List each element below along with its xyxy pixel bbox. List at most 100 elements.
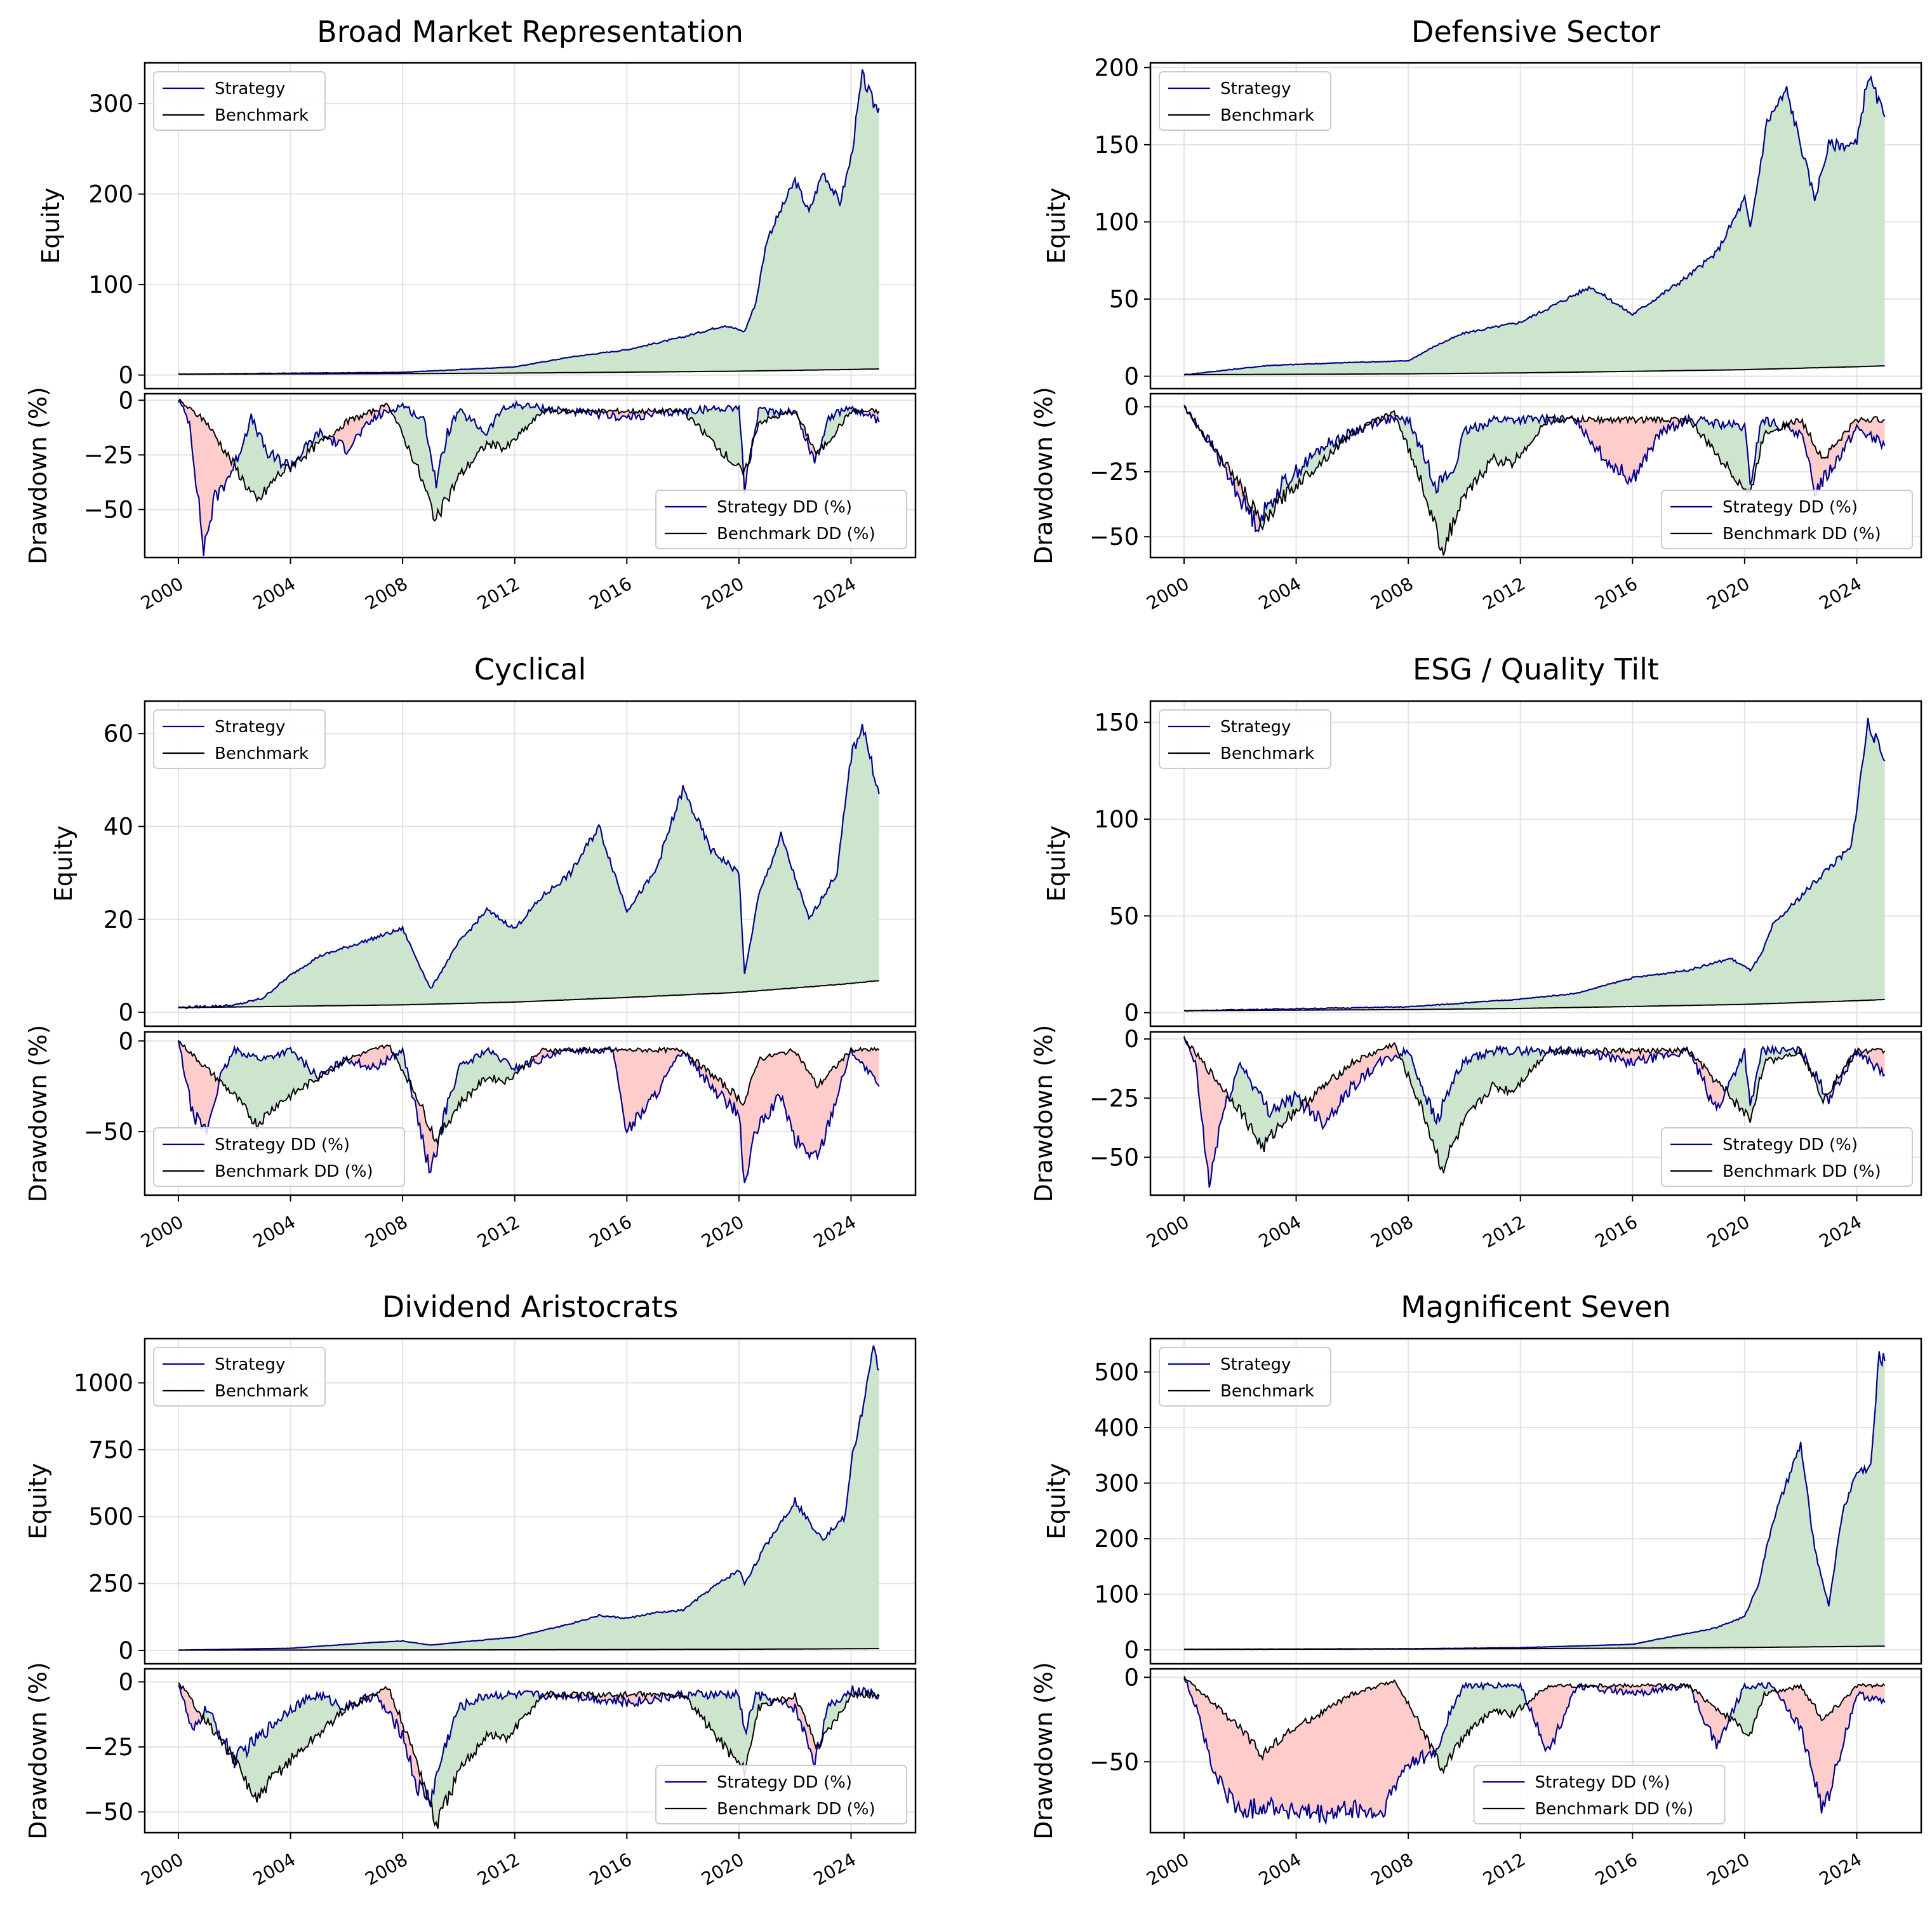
equity-fill-region: [1184, 718, 1885, 1012]
drawdown-legend: Strategy DD (%) Benchmark DD (%): [1661, 1127, 1913, 1187]
equity-frame: [1149, 1337, 1922, 1665]
drawdown-axes: 0 −25 −50 Drawdown (%) Strategy DD (%) Benchm…: [24, 387, 917, 614]
benchmark-line: [178, 1648, 879, 1651]
drawdown-legend: Strategy DD (%) Benchmark DD (%): [153, 1127, 405, 1187]
equity-fill-region: [1184, 1351, 1885, 1650]
x-tick-label: 2024: [1816, 1849, 1865, 1889]
x-tick-label: 2000: [137, 573, 187, 613]
drawdown-legend: Strategy DD (%) Benchmark DD (%): [1661, 490, 1913, 549]
legend-label: Benchmark DD (%): [1722, 525, 1881, 544]
x-tick-label: 2012: [1479, 1211, 1529, 1252]
y-tick-label: 0: [118, 999, 133, 1026]
legend-label: Strategy: [1220, 718, 1291, 737]
drawdown-plot-area: [1183, 1036, 1886, 1188]
legend-label: Strategy: [1220, 1355, 1291, 1374]
legend-label: Strategy DD (%): [1722, 1135, 1858, 1154]
y-tick-label: 300: [88, 90, 133, 117]
drawdown-frame: [1149, 1031, 1922, 1196]
equity-frame: [143, 1337, 917, 1665]
x-tick-label: 2004: [1255, 573, 1305, 613]
drawdown-ylabel: Drawdown (%): [24, 1025, 52, 1203]
y-tick-label: 0: [118, 1027, 133, 1055]
equity-frame: [143, 62, 917, 390]
equity-frame: [1149, 62, 1922, 390]
x-tick-label: 2000: [1143, 1849, 1192, 1889]
x-tick-label: 2008: [361, 1211, 411, 1252]
y-tick-label: 0: [118, 1637, 133, 1664]
y-tick-label: 150: [1094, 131, 1139, 159]
x-tick-label: 2004: [250, 1211, 299, 1252]
x-tick-label: 2024: [810, 1211, 860, 1252]
equity-axes: 0 20 40 60 Equity Strategy Benchmark: [50, 700, 917, 1027]
strategy-line: [1183, 1678, 1886, 1826]
legend-label: Strategy DD (%): [717, 498, 852, 517]
y-tick-label: 0: [1124, 393, 1139, 420]
y-tick-label: −50: [84, 1798, 133, 1826]
legend-label: Strategy DD (%): [1535, 1773, 1670, 1792]
x-tick-label: 2000: [137, 1211, 187, 1252]
x-tick-label: 2016: [1592, 1849, 1641, 1889]
equity-plot-area: [1183, 1351, 1886, 1650]
y-tick-label: 0: [1124, 1636, 1139, 1664]
legend-label: Strategy: [215, 79, 285, 98]
chart-panel-0: Broad Market Representation 0 100 200 300 Equ…: [24, 15, 917, 614]
x-tick-label: 2024: [1816, 1211, 1865, 1252]
equity-legend: Strategy Benchmark: [153, 709, 326, 769]
strategy-line: [178, 69, 880, 375]
strategy-line: [1183, 718, 1886, 1012]
x-tick-label: 2000: [1143, 573, 1192, 613]
benchmark-line: [1183, 405, 1885, 556]
legend-label: Strategy: [215, 1355, 285, 1374]
strategy-line: [1183, 75, 1886, 376]
y-tick-label: 100: [88, 271, 133, 298]
equity-axes: 0 250 500 750 1000 Equity Strategy Benchmark: [24, 1337, 917, 1665]
drawdown-axes: 0 −25 −50 Drawdown (%) Strategy DD (%) Benchm…: [24, 1662, 917, 1890]
y-tick-label: 60: [103, 720, 133, 747]
y-tick-label: 100: [1094, 208, 1139, 236]
legend-box: [655, 1765, 907, 1824]
x-tick-label: 2016: [1592, 573, 1641, 613]
x-tick-label: 2016: [586, 1849, 636, 1889]
strategy-line: [1183, 1036, 1886, 1188]
legend-label: Strategy: [215, 718, 285, 737]
benchmark-line: [178, 1682, 879, 1830]
equity-fill-region: [178, 724, 879, 1008]
y-tick-label: 100: [1094, 806, 1139, 833]
x-tick-label: 2020: [1703, 573, 1753, 613]
x-tick-label: 2008: [361, 573, 411, 613]
drawdown-fill-region-up: [178, 1682, 879, 1829]
drawdown-ylabel: Drawdown (%): [24, 1662, 52, 1840]
chart-panel-3: ESG / Quality Tilt 0 50 100 150 Equity Strateg…: [1030, 652, 1922, 1252]
x-tick-label: 2000: [1143, 1211, 1192, 1252]
y-tick-label: 0: [1124, 1026, 1139, 1053]
drawdown-ylabel: Drawdown (%): [1030, 1025, 1058, 1203]
drawdown-fill-region: [1184, 1676, 1885, 1823]
benchmark-line: [1184, 998, 1885, 1012]
x-tick-label: 2020: [1703, 1211, 1753, 1252]
equity-fill-region: [178, 69, 879, 375]
y-tick-label: 0: [118, 387, 133, 414]
legend-label: Benchmark: [215, 106, 309, 125]
y-tick-label: −25: [1089, 1085, 1139, 1112]
drawdown-axes: 0 −25 −50 Drawdown (%) Strategy DD (%) Benchm…: [1030, 387, 1922, 614]
legend-label: Strategy: [1220, 79, 1291, 98]
y-tick-label: 1000: [74, 1370, 133, 1397]
x-tick-label: 2004: [1255, 1849, 1305, 1889]
y-tick-label: 100: [1094, 1581, 1139, 1609]
x-tick-label: 2008: [1367, 1211, 1416, 1252]
strategy-line: [178, 723, 880, 1009]
legend-box: [1661, 1127, 1913, 1187]
equity-axes: 0 100 200 300 400 500 Equity Strategy Benchmark: [1043, 1337, 1922, 1665]
drawdown-frame: [1149, 392, 1922, 559]
drawdown-frame: [143, 1668, 917, 1834]
drawdown-plot-area: [177, 1682, 880, 1830]
chart-title: ESG / Quality Tilt: [1413, 652, 1659, 686]
chart-title: Defensive Sector: [1411, 15, 1660, 49]
x-tick-label: 2008: [361, 1849, 411, 1889]
x-tick-label: 2008: [1367, 573, 1416, 613]
x-tick-label: 2012: [474, 573, 523, 613]
legend-label: Benchmark DD (%): [717, 1800, 876, 1819]
x-tick-label: 2020: [698, 573, 747, 613]
equity-axes: 0 50 100 150 Equity Strategy Benchmark: [1043, 700, 1922, 1027]
equity-axes: 0 100 200 300 Equity Strategy Benchmark: [37, 62, 917, 390]
